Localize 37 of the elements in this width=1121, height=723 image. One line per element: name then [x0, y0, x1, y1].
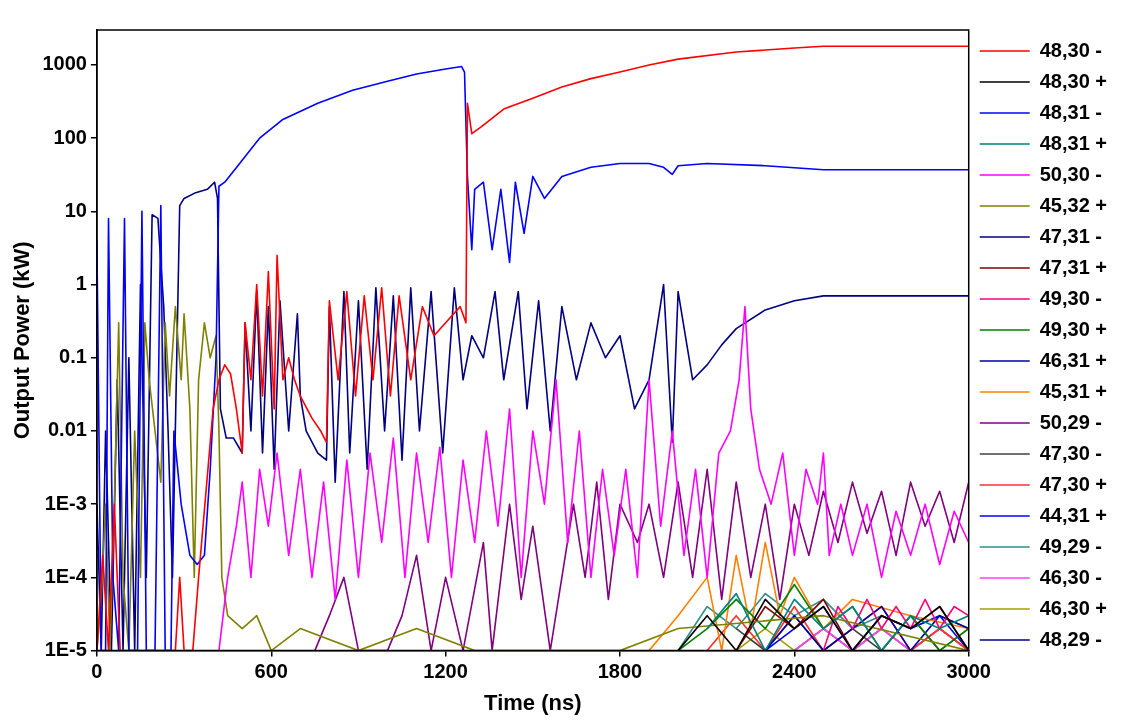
x-tick-label: 600 — [254, 660, 288, 683]
legend-label: 49,29 - — [1039, 534, 1102, 557]
y-tick-label: 1E-5 — [44, 638, 87, 661]
legend-label: 47,30 - — [1039, 441, 1102, 464]
legend-label: 44,31 + — [1039, 503, 1108, 526]
legend-label: 48,29 - — [1039, 627, 1102, 650]
y-tick-label: 10 — [64, 198, 87, 221]
legend-label: 47,31 + — [1039, 255, 1108, 278]
y-tick-label: 100 — [53, 125, 87, 148]
y-tick-label: 1E-4 — [44, 564, 88, 587]
legend-label: 48,30 + — [1039, 69, 1108, 92]
legend-label: 45,31 + — [1039, 379, 1108, 402]
legend-label: 49,30 - — [1039, 286, 1102, 309]
y-tick-label: 0.1 — [59, 345, 87, 368]
x-tick-label: 2400 — [772, 660, 817, 683]
x-axis-title: Time (ns) — [484, 689, 582, 715]
y-tick-label: 0.01 — [47, 418, 87, 441]
legend-label: 46,30 + — [1039, 596, 1108, 619]
legend-label: 50,30 - — [1039, 162, 1102, 185]
x-tick-label: 1800 — [597, 660, 643, 683]
legend-label: 47,31 - — [1039, 224, 1102, 247]
y-axis-title: Output Power (kW) — [9, 241, 35, 440]
x-tick-label: 3000 — [946, 660, 991, 683]
y-tick-label: 1000 — [42, 52, 87, 75]
y-tick-label: 1E-3 — [44, 491, 87, 514]
legend-label: 46,30 - — [1039, 565, 1102, 588]
legend-label: 48,31 + — [1039, 131, 1108, 154]
x-tick-label: 0 — [91, 660, 103, 683]
legend-label: 48,30 - — [1039, 38, 1102, 61]
legend-label: 48,31 - — [1039, 100, 1102, 123]
y-tick-label: 1 — [75, 272, 87, 295]
legend-label: 46,31 + — [1039, 348, 1108, 371]
legend-label: 47,30 + — [1039, 472, 1108, 495]
x-tick-label: 1200 — [423, 660, 468, 683]
legend-label: 50,29 - — [1039, 410, 1102, 433]
legend-label: 45,32 + — [1039, 193, 1108, 216]
legend-label: 49,30 + — [1039, 317, 1108, 340]
